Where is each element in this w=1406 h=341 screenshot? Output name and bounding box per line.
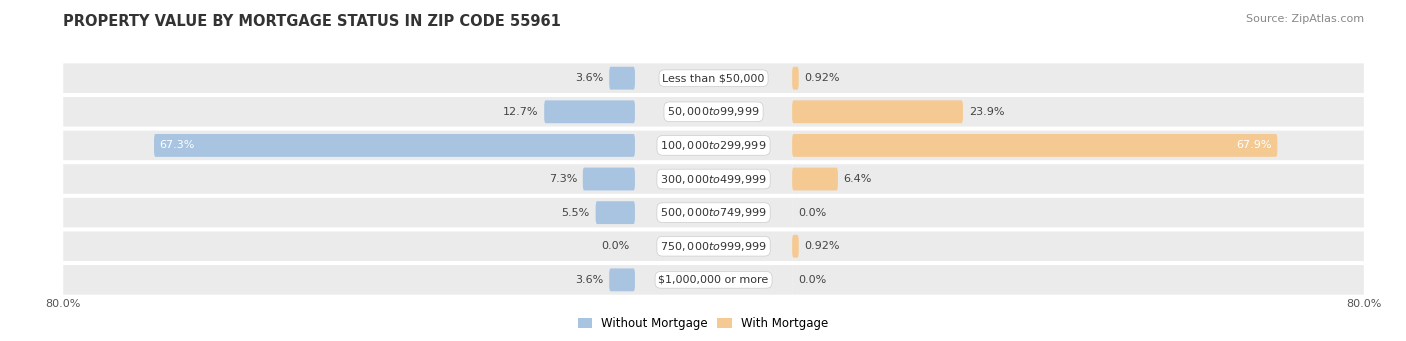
Text: 7.3%: 7.3% — [548, 174, 576, 184]
FancyBboxPatch shape — [63, 97, 636, 127]
Text: 0.92%: 0.92% — [804, 241, 839, 251]
Text: 0.0%: 0.0% — [797, 275, 827, 285]
FancyBboxPatch shape — [636, 198, 792, 227]
FancyBboxPatch shape — [63, 265, 636, 295]
FancyBboxPatch shape — [792, 100, 963, 123]
FancyBboxPatch shape — [792, 235, 799, 258]
FancyBboxPatch shape — [63, 164, 636, 194]
FancyBboxPatch shape — [792, 167, 838, 191]
Text: 67.9%: 67.9% — [1236, 140, 1271, 150]
FancyBboxPatch shape — [792, 198, 1364, 227]
FancyBboxPatch shape — [792, 164, 1364, 194]
FancyBboxPatch shape — [792, 67, 799, 90]
Legend: Without Mortgage, With Mortgage: Without Mortgage, With Mortgage — [574, 313, 832, 335]
FancyBboxPatch shape — [63, 63, 636, 93]
FancyBboxPatch shape — [636, 164, 792, 194]
Text: 23.9%: 23.9% — [969, 107, 1004, 117]
Text: 0.0%: 0.0% — [797, 208, 827, 218]
Text: $1,000,000 or more: $1,000,000 or more — [658, 275, 769, 285]
Text: 0.0%: 0.0% — [600, 241, 630, 251]
Text: PROPERTY VALUE BY MORTGAGE STATUS IN ZIP CODE 55961: PROPERTY VALUE BY MORTGAGE STATUS IN ZIP… — [63, 14, 561, 29]
Text: 3.6%: 3.6% — [575, 275, 603, 285]
Text: 67.3%: 67.3% — [160, 140, 195, 150]
FancyBboxPatch shape — [636, 63, 792, 93]
Text: Source: ZipAtlas.com: Source: ZipAtlas.com — [1246, 14, 1364, 24]
Text: 5.5%: 5.5% — [561, 208, 591, 218]
FancyBboxPatch shape — [636, 232, 792, 261]
FancyBboxPatch shape — [792, 265, 1364, 295]
Text: 12.7%: 12.7% — [503, 107, 538, 117]
FancyBboxPatch shape — [596, 201, 636, 224]
FancyBboxPatch shape — [636, 97, 792, 127]
Text: $50,000 to $99,999: $50,000 to $99,999 — [668, 105, 759, 118]
FancyBboxPatch shape — [792, 63, 1364, 93]
FancyBboxPatch shape — [792, 131, 1364, 160]
Text: 3.6%: 3.6% — [575, 73, 603, 83]
FancyBboxPatch shape — [636, 265, 792, 295]
Text: $100,000 to $299,999: $100,000 to $299,999 — [661, 139, 766, 152]
FancyBboxPatch shape — [636, 131, 792, 160]
FancyBboxPatch shape — [544, 100, 636, 123]
FancyBboxPatch shape — [792, 134, 1278, 157]
FancyBboxPatch shape — [609, 268, 636, 291]
Text: 6.4%: 6.4% — [844, 174, 872, 184]
FancyBboxPatch shape — [63, 232, 636, 261]
FancyBboxPatch shape — [609, 67, 636, 90]
FancyBboxPatch shape — [582, 167, 636, 191]
Text: 0.92%: 0.92% — [804, 73, 839, 83]
FancyBboxPatch shape — [155, 134, 636, 157]
FancyBboxPatch shape — [792, 97, 1364, 127]
Text: $500,000 to $749,999: $500,000 to $749,999 — [661, 206, 766, 219]
Text: $750,000 to $999,999: $750,000 to $999,999 — [661, 240, 766, 253]
Text: Less than $50,000: Less than $50,000 — [662, 73, 765, 83]
FancyBboxPatch shape — [792, 232, 1364, 261]
FancyBboxPatch shape — [63, 131, 636, 160]
Text: $300,000 to $499,999: $300,000 to $499,999 — [661, 173, 766, 186]
FancyBboxPatch shape — [63, 198, 636, 227]
